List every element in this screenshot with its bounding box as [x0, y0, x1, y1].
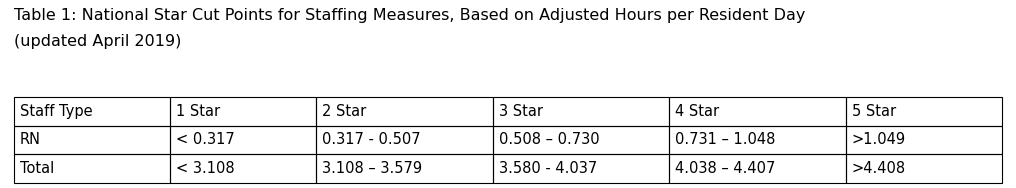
Bar [316, 126, 493, 154]
Text: 0.317 - 0.507: 0.317 - 0.507 [322, 133, 421, 148]
Text: 3.580 - 4.037: 3.580 - 4.037 [499, 161, 597, 176]
Text: 1 Star: 1 Star [176, 104, 220, 119]
Bar [493, 154, 670, 183]
Text: 0.508 – 0.730: 0.508 – 0.730 [499, 133, 599, 148]
Bar [171, 154, 316, 183]
Text: 5 Star: 5 Star [851, 104, 896, 119]
Text: Table 1: National Star Cut Points for Staffing Measures, Based on Adjusted Hours: Table 1: National Star Cut Points for St… [14, 8, 806, 23]
Text: >4.408: >4.408 [851, 161, 906, 176]
Bar [316, 97, 493, 126]
Bar [171, 97, 316, 126]
Text: RN: RN [20, 133, 41, 148]
Text: 0.731 – 1.048: 0.731 – 1.048 [676, 133, 775, 148]
Text: Total: Total [20, 161, 54, 176]
Bar [670, 154, 845, 183]
Bar [670, 97, 845, 126]
Bar [14, 154, 171, 183]
Bar [316, 154, 493, 183]
Bar [14, 97, 171, 126]
Text: (updated April 2019): (updated April 2019) [14, 34, 182, 49]
Bar [171, 126, 316, 154]
Text: 3 Star: 3 Star [499, 104, 543, 119]
Text: Staff Type: Staff Type [20, 104, 92, 119]
Text: < 3.108: < 3.108 [176, 161, 235, 176]
Bar [845, 97, 1002, 126]
Text: 2 Star: 2 Star [322, 104, 367, 119]
Text: 3.108 – 3.579: 3.108 – 3.579 [322, 161, 423, 176]
Text: < 0.317: < 0.317 [176, 133, 235, 148]
Text: 4 Star: 4 Star [676, 104, 719, 119]
Bar [493, 97, 670, 126]
Bar [14, 126, 171, 154]
Text: 4.038 – 4.407: 4.038 – 4.407 [676, 161, 775, 176]
Bar [670, 126, 845, 154]
Bar [845, 126, 1002, 154]
Bar [493, 126, 670, 154]
Text: >1.049: >1.049 [851, 133, 906, 148]
Bar [845, 154, 1002, 183]
